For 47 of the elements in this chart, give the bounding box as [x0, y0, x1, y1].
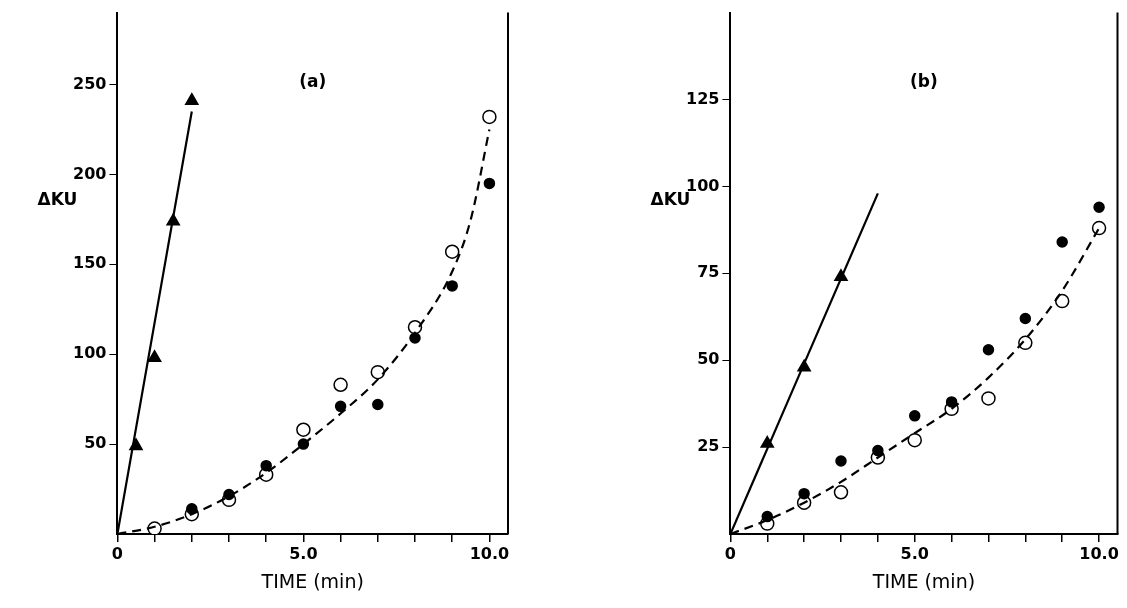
y-tick-label: 75: [697, 262, 720, 282]
point: [872, 444, 884, 457]
point: [296, 422, 311, 437]
point: [184, 92, 199, 105]
y-tick-label: 50: [697, 349, 720, 369]
y-tick-label: 200: [72, 163, 107, 183]
point: [333, 377, 348, 393]
x-tick-label: 10.0: [1079, 543, 1119, 563]
point: [446, 280, 458, 292]
point: [908, 410, 921, 422]
point: [907, 432, 922, 448]
y-tick-label: 25: [697, 436, 720, 456]
y-tick-label: 50: [84, 433, 107, 453]
point: [982, 344, 995, 356]
point: [761, 510, 774, 523]
point: [370, 364, 386, 380]
point: [1056, 236, 1068, 248]
text: (b): [910, 71, 938, 92]
point: [372, 398, 384, 411]
x-tick-label: 5.0: [900, 543, 929, 563]
point: [444, 244, 460, 259]
x-tick-label: 5.0: [289, 543, 318, 563]
x-axis-title: TIME (min): [871, 569, 976, 592]
point: [482, 109, 497, 125]
point: [798, 487, 810, 500]
point: [147, 350, 162, 363]
text: (a): [299, 71, 327, 92]
x-tick-label: 0: [111, 543, 123, 563]
point: [223, 488, 235, 501]
point: [833, 485, 849, 500]
point: [334, 400, 347, 413]
y-axis-title: ΔKU: [37, 188, 78, 209]
point: [1091, 220, 1107, 236]
y-tick-label: 100: [72, 343, 107, 363]
point: [260, 459, 272, 472]
y-tick-label: 250: [72, 73, 107, 93]
y-tick-label: 150: [72, 253, 107, 273]
point: [1093, 201, 1105, 214]
x-tick-label: 10.0: [469, 543, 510, 563]
y-tick-label: 125: [685, 88, 720, 108]
point: [1019, 312, 1032, 325]
x-axis-title: TIME (min): [260, 569, 364, 592]
point: [945, 396, 958, 408]
point: [483, 177, 496, 190]
point: [981, 391, 996, 406]
x-tick-label: 0: [724, 543, 736, 563]
point: [835, 455, 847, 467]
